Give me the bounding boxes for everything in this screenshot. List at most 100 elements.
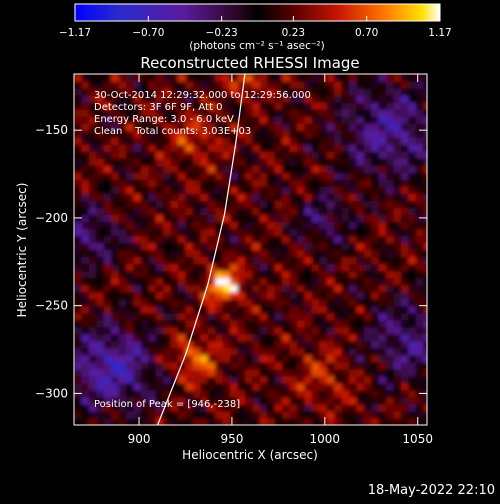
colorbar-units-label: (photons cm⁻² s⁻¹ asec⁻²) — [189, 40, 324, 52]
heatmap-cell — [103, 102, 112, 110]
heatmap-cell — [230, 382, 239, 391]
heatmap-cell — [74, 375, 83, 384]
heatmap-cell — [415, 81, 424, 89]
heatmap-cell — [215, 221, 224, 230]
heatmap-cell — [74, 319, 83, 328]
heatmap-cell — [334, 319, 343, 328]
heatmap-cell — [326, 333, 335, 342]
heatmap-cell — [252, 81, 261, 89]
heatmap-cell — [170, 270, 179, 279]
heatmap-cell — [81, 130, 90, 138]
heatmap-cell — [96, 221, 105, 230]
heatmap-cell — [207, 207, 216, 215]
heatmap-cell — [200, 368, 209, 377]
heatmap-cell — [386, 277, 395, 286]
heatmap-cell — [163, 172, 172, 180]
heatmap-cell — [408, 403, 417, 412]
heatmap-cell — [282, 389, 291, 398]
heatmap-cell — [155, 151, 164, 159]
heatmap-cell — [111, 221, 120, 230]
heatmap-cell — [259, 235, 268, 244]
heatmap-cell — [185, 305, 194, 314]
heatmap-cell — [341, 172, 350, 180]
heatmap-cell — [393, 235, 402, 244]
heatmap-cell — [192, 207, 201, 215]
heatmap-cell — [400, 228, 410, 237]
heatmap-cell — [192, 235, 201, 244]
heatmap-cell — [200, 263, 209, 272]
heatmap-cell — [178, 172, 187, 180]
colorbar-tick-label: −1.17 — [59, 27, 91, 39]
heatmap-cell — [88, 354, 97, 363]
heatmap-cell — [252, 382, 261, 391]
heatmap-cell — [415, 291, 424, 300]
heatmap-cell — [259, 298, 268, 307]
heatmap-cell — [334, 109, 343, 117]
heatmap-cell — [133, 361, 142, 370]
heatmap-cell — [215, 95, 224, 103]
heatmap-cell — [311, 403, 320, 412]
heatmap-cell — [103, 137, 112, 145]
heatmap-cell — [133, 396, 142, 405]
heatmap-cell — [244, 186, 253, 194]
heatmap-cell — [155, 305, 164, 314]
heatmap-cell — [334, 284, 343, 293]
heatmap-cell — [140, 319, 149, 328]
heatmap-cell — [363, 172, 372, 180]
heatmap-cell — [237, 403, 246, 412]
heatmap-cell — [81, 403, 90, 412]
heatmap-cell — [133, 179, 142, 187]
heatmap-cell — [244, 417, 253, 425]
heatmap-cell — [237, 137, 246, 145]
heatmap-cell — [319, 291, 328, 300]
heatmap-cell — [118, 256, 127, 265]
heatmap-cell — [230, 116, 239, 124]
heatmap-cell — [296, 137, 305, 145]
annotation-detectors: Detectors: 3F 6F 9F, Att 0 — [94, 102, 222, 113]
heatmap-cell — [304, 263, 313, 272]
heatmap-cell — [423, 410, 427, 419]
heatmap-cell — [103, 312, 112, 321]
heatmap-cell — [423, 305, 427, 314]
heatmap-cell — [259, 277, 268, 286]
heatmap-cell — [88, 270, 97, 279]
heatmap-cell — [371, 277, 380, 286]
heatmap-cell — [326, 74, 335, 82]
heatmap-cell — [356, 235, 365, 244]
heatmap-cell — [207, 270, 216, 279]
heatmap-cell — [148, 375, 157, 384]
heatmap-cell — [408, 172, 417, 180]
heatmap-cell — [296, 165, 305, 173]
heatmap-cell — [155, 256, 164, 265]
heatmap-cell — [185, 312, 194, 321]
heatmap-cell — [215, 382, 224, 391]
heatmap-cell — [133, 123, 142, 131]
heatmap-cell — [222, 326, 231, 335]
heatmap-cell — [237, 284, 246, 293]
heatmap-cell — [118, 326, 127, 335]
heatmap-cell — [282, 333, 291, 342]
heatmap-cell — [170, 144, 179, 152]
heatmap-cell — [282, 284, 291, 293]
heatmap-cell — [140, 165, 149, 173]
heatmap-cell — [267, 284, 276, 293]
heatmap-cell — [311, 214, 320, 223]
heatmap-cell — [111, 193, 120, 201]
heatmap-cell — [415, 284, 424, 293]
heatmap-cell — [282, 88, 291, 96]
heatmap-cell — [103, 214, 112, 223]
heatmap-cell — [230, 333, 239, 342]
heatmap-cell — [348, 179, 357, 187]
heatmap-cell — [237, 263, 246, 272]
heatmap-cell — [274, 74, 283, 82]
heatmap-cell — [341, 165, 350, 173]
heatmap-cell — [178, 88, 187, 96]
heatmap-cell — [118, 333, 127, 342]
heatmap-cell — [356, 263, 365, 272]
heatmap-cell — [207, 200, 216, 208]
heatmap-cell — [348, 116, 357, 124]
heatmap-cell — [363, 95, 372, 103]
heatmap-cell — [88, 172, 97, 180]
heatmap-cell — [88, 312, 97, 321]
heatmap-cell — [386, 123, 395, 131]
